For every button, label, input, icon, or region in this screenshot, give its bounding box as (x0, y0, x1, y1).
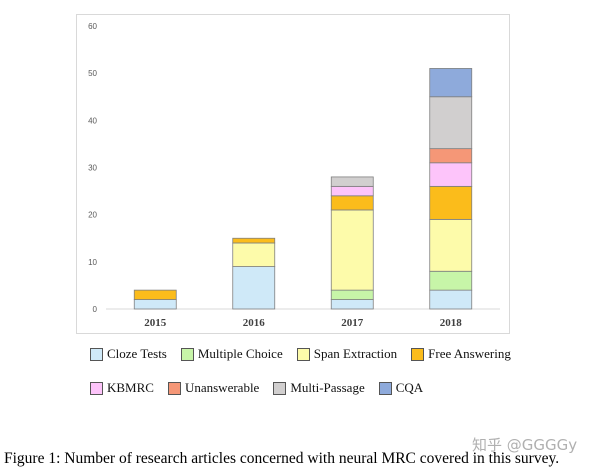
bar-segment (429, 289, 473, 310)
y-tick-label: 60 (88, 22, 97, 31)
bar-segment (429, 68, 473, 98)
y-tick-label: 10 (88, 258, 97, 267)
legend-item: Multi-Passage (273, 380, 365, 396)
legend-label: Unanswerable (184, 380, 260, 395)
bar-segment (133, 299, 177, 310)
legend-swatch (273, 381, 287, 395)
bar-segment (232, 266, 276, 310)
figure-caption: Figure 1: Number of research articles co… (4, 450, 560, 467)
bar-segment (429, 162, 473, 187)
legend-swatch (411, 347, 425, 361)
legend-swatch (90, 381, 103, 395)
legend-label: Free Answering (428, 346, 511, 361)
y-tick-label: 30 (88, 164, 97, 173)
bar-segment (330, 289, 374, 300)
legend-item: KBMRC (90, 380, 154, 396)
bar-segment (133, 289, 177, 300)
x-tick-label: 2018 (440, 317, 463, 329)
legend-item: Cloze Tests (90, 346, 167, 362)
bar-segment (429, 218, 473, 272)
y-tick-label: 50 (88, 69, 97, 78)
bar-segment (429, 96, 473, 150)
y-tick-label: 40 (88, 116, 97, 125)
bar-segment (330, 195, 374, 211)
legend-label: CQA (395, 380, 424, 395)
legend-row-1: Cloze Tests Multiple Choice Span Extractio… (90, 346, 530, 362)
bar-layer (133, 68, 473, 310)
legend-item: Span Extraction (296, 346, 398, 362)
legend-label: Multiple Choice (197, 346, 283, 361)
x-tick-label: 2015 (144, 317, 167, 329)
bar-segment (429, 270, 473, 291)
legend-swatch (90, 347, 103, 361)
legend-swatch (167, 381, 181, 395)
legend-label: Cloze Tests (107, 346, 167, 361)
legend-row-2: KBMRC Unanswerable Multi-Passage CQA (90, 380, 530, 396)
bar-segment (330, 176, 374, 187)
legend-item: Unanswerable (167, 380, 260, 396)
x-tick-label: 2016 (243, 317, 266, 329)
legend-swatch (378, 381, 392, 395)
legend-item: CQA (378, 380, 424, 396)
x-tick-label: 2017 (341, 317, 364, 329)
bar-segment (232, 242, 276, 267)
legend-item: Multiple Choice (180, 346, 283, 362)
bar-segment (330, 209, 374, 291)
chart-frame (76, 14, 510, 334)
bar-segment (429, 185, 473, 220)
y-tick-label: 0 (93, 305, 98, 314)
bar-segment (429, 148, 473, 164)
legend-swatch (180, 347, 194, 361)
y-tick-label: 20 (88, 211, 97, 220)
bar-segment (330, 299, 374, 310)
watermark: 知乎 @GGGGy (472, 436, 578, 454)
legend-label: Span Extraction (313, 346, 398, 361)
legend-label: Multi-Passage (290, 380, 365, 395)
legend-label: KBMRC (107, 380, 154, 395)
legend-swatch (296, 347, 310, 361)
legend-item: Free Answering (411, 346, 511, 362)
bar-segment (232, 237, 276, 244)
bar-segment (330, 185, 374, 197)
